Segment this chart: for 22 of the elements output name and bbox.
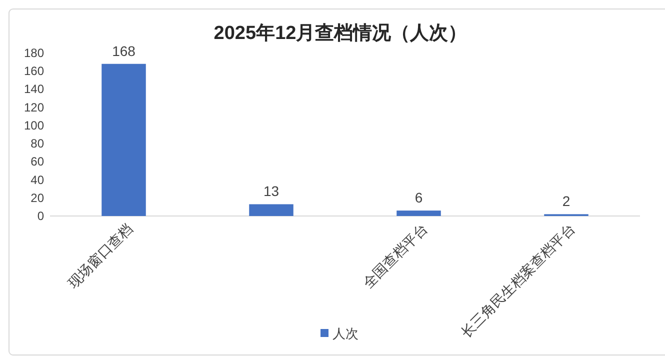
- y-tick-label: 80: [30, 136, 44, 151]
- bar: [249, 204, 294, 216]
- x-tick-label: 长三角民生档案查档平台: [458, 220, 578, 340]
- bar: [396, 210, 441, 216]
- y-tick-label: 20: [30, 190, 44, 205]
- data-label: 168: [112, 42, 136, 59]
- data-label: 2: [562, 193, 570, 210]
- legend-label: 人次: [332, 326, 358, 341]
- data-label: 6: [414, 190, 423, 206]
- y-tick-label: 100: [24, 118, 44, 132]
- y-tick-label: 0: [37, 209, 44, 223]
- y-tick-label: 140: [24, 82, 44, 96]
- data-label: 13: [263, 183, 280, 200]
- y-tick-label: 160: [24, 64, 44, 78]
- y-tick-label: 180: [24, 46, 44, 60]
- x-tick-label: 全国查档平台: [360, 220, 430, 291]
- y-tick-label: 120: [24, 100, 44, 114]
- bar: [102, 64, 146, 216]
- y-tick-label: 60: [30, 154, 44, 169]
- y-tick-label: 40: [30, 172, 44, 187]
- chart-title: 2025年12月查档情况（人次）: [214, 23, 468, 44]
- x-tick-label: 现场窗口查档: [64, 220, 136, 291]
